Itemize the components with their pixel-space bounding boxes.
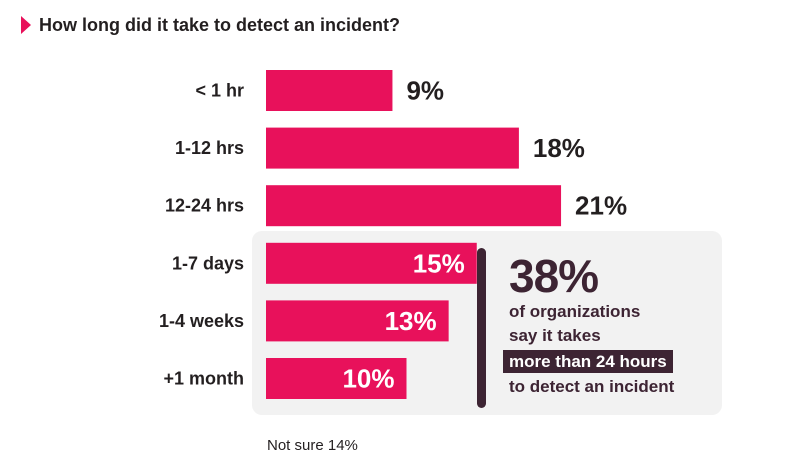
callout-highlight: more than 24 hours	[503, 350, 673, 373]
chart-title: How long did it take to detect an incide…	[39, 14, 401, 35]
category-label-3: 1-7 days	[172, 253, 244, 273]
bar-0	[266, 70, 393, 111]
value-label-0: 9%	[406, 76, 444, 106]
category-label-5: +1 month	[163, 369, 244, 389]
callout-percentage: 38%	[509, 250, 599, 302]
category-label-4: 1-4 weeks	[159, 311, 244, 331]
bar-3	[266, 242, 477, 284]
callout-line-4: to detect an incident	[509, 377, 675, 396]
callout-line-1: of organizations	[509, 302, 641, 321]
category-label-1: 1-12 hrs	[175, 138, 244, 158]
bar-5	[266, 358, 407, 399]
value-label-1: 18%	[533, 133, 585, 163]
callout: 38% of organizations say it takes more t…	[503, 250, 675, 399]
bar-1	[266, 127, 519, 169]
callout-line-2: say it takes	[509, 326, 601, 345]
value-label-3: 15%	[413, 248, 465, 278]
callout-divider	[477, 248, 486, 408]
title-marker-icon	[21, 16, 31, 34]
footnote-not-sure: Not sure 14%	[267, 437, 358, 454]
bar-2	[266, 185, 562, 227]
value-label-5: 10%	[342, 364, 394, 394]
category-label-2: 12-24 hrs	[165, 196, 244, 216]
category-label-0: < 1 hr	[195, 81, 244, 101]
value-label-4: 13%	[385, 306, 437, 336]
bar-4	[266, 300, 449, 342]
chart-title-row: How long did it take to detect an incide…	[21, 10, 400, 40]
value-label-2: 21%	[575, 191, 627, 221]
